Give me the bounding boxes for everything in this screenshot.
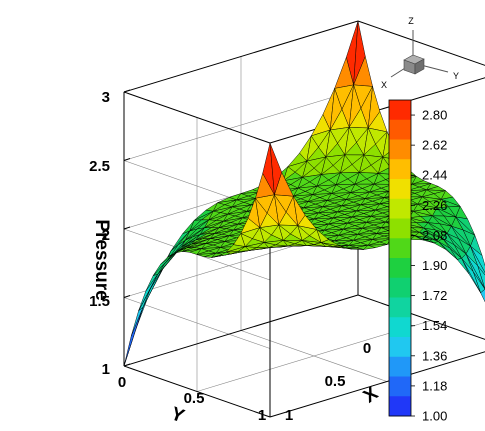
axis-ticks: 3 2.5 2 1.5 1 0 0.5 1 0 0.5 1: [89, 89, 371, 424]
surface-facet: [269, 142, 282, 195]
axis-edge: [269, 77, 485, 144]
colorbar-swatch: [389, 179, 411, 200]
z-tick-label: 3: [102, 89, 110, 106]
triad-x-label: X: [381, 80, 387, 90]
colorbar-label: 2.80: [422, 108, 447, 123]
axis-edge: [123, 20, 359, 93]
x-tick-label: 0.5: [325, 373, 346, 390]
z-tick-mark: [123, 158, 131, 161]
y-tick-label: 0.5: [184, 390, 205, 407]
colorbar-swatch: [389, 238, 411, 259]
colorbar-label: 1.00: [422, 409, 447, 424]
surface-facet: [123, 307, 144, 367]
colorbar-label: 2.44: [422, 168, 447, 183]
colorbar-label: 1.36: [422, 348, 447, 363]
colorbar-legend: 2.80 2.62 2.44 2.26 2.08 1.90 1.72 1.54 1.36 1.18…: [388, 99, 447, 424]
colorbar-label: 2.08: [422, 228, 447, 243]
surface-facet: [153, 255, 173, 276]
z-axis-title: Pressure: [91, 219, 112, 300]
z-tick-label: 2: [102, 227, 110, 244]
triad-z-label: Z: [408, 16, 414, 26]
colorbar-swatch: [389, 356, 411, 377]
colorbar-label: 1.90: [422, 258, 447, 273]
colorbar-swatch: [389, 139, 411, 160]
surface-facet: [340, 245, 352, 250]
z-tick-mark: [123, 363, 131, 367]
colorbar-swatch: [389, 297, 411, 318]
x-tick-label: 1: [285, 407, 293, 424]
colorbar-label: 1.72: [422, 288, 447, 303]
colorbar-label: 2.62: [422, 138, 447, 153]
grid-line: [123, 89, 359, 161]
pressure-surface: [123, 20, 485, 367]
colorbar-swatch: [389, 396, 411, 417]
colorbar-swatch: [389, 159, 411, 180]
x-axis-title: X: [360, 383, 383, 408]
axes-box: [123, 20, 485, 418]
surface-facet: [131, 307, 144, 336]
surface-facet: [480, 288, 485, 303]
colorbar-swatch: [389, 198, 411, 219]
colorbar-swatch: [389, 337, 411, 358]
z-tick-label: 1.5: [89, 293, 110, 310]
axis-edge: [357, 294, 485, 340]
surface-facet: [138, 274, 158, 311]
colorbar-label: 1.18: [422, 378, 447, 393]
surface-facet: [409, 235, 423, 241]
colorbar-label: 1.54: [422, 318, 447, 333]
colorbar-label: 2.26: [422, 198, 447, 213]
colorbar-swatch: [389, 376, 411, 397]
colorbar-swatch: [389, 119, 411, 140]
surface-facet: [362, 244, 376, 250]
x-tick-label: 0: [363, 340, 371, 357]
surface-facet: [316, 228, 329, 243]
axis-edge: [123, 91, 271, 144]
triad-y-label: Y: [453, 71, 459, 81]
z-tick-label: 1: [102, 361, 110, 378]
colorbar-frame: [388, 99, 412, 417]
z-tick-mark: [123, 89, 131, 93]
colorbar-swatch: [389, 100, 411, 121]
colorbar-swatch: [389, 277, 411, 298]
y-tick-label: 1: [258, 407, 266, 424]
axis-edge: [269, 351, 485, 418]
surface-facet: [456, 258, 470, 274]
colorbar-swatch: [389, 258, 411, 279]
colorbar-swatch: [389, 317, 411, 338]
y-axis-title: Y: [168, 403, 187, 427]
surface-facet: [433, 241, 446, 250]
grid-line: [123, 297, 271, 349]
orientation-triad: Z X Y: [381, 16, 459, 90]
surface-facet: [157, 252, 177, 275]
z-tick-mark: [123, 226, 131, 230]
triad-cube-side: [414, 58, 425, 75]
surface-facet: [142, 269, 163, 308]
z-tick-label: 2.5: [89, 158, 110, 175]
axis-edge: [357, 20, 485, 66]
z-tick-mark: [123, 295, 131, 298]
axis-edge: [123, 365, 271, 418]
surface-facet: [293, 196, 306, 227]
y-tick-label: 0: [118, 374, 126, 391]
colorbar-swatch: [389, 218, 411, 239]
axis-edge: [123, 294, 359, 367]
